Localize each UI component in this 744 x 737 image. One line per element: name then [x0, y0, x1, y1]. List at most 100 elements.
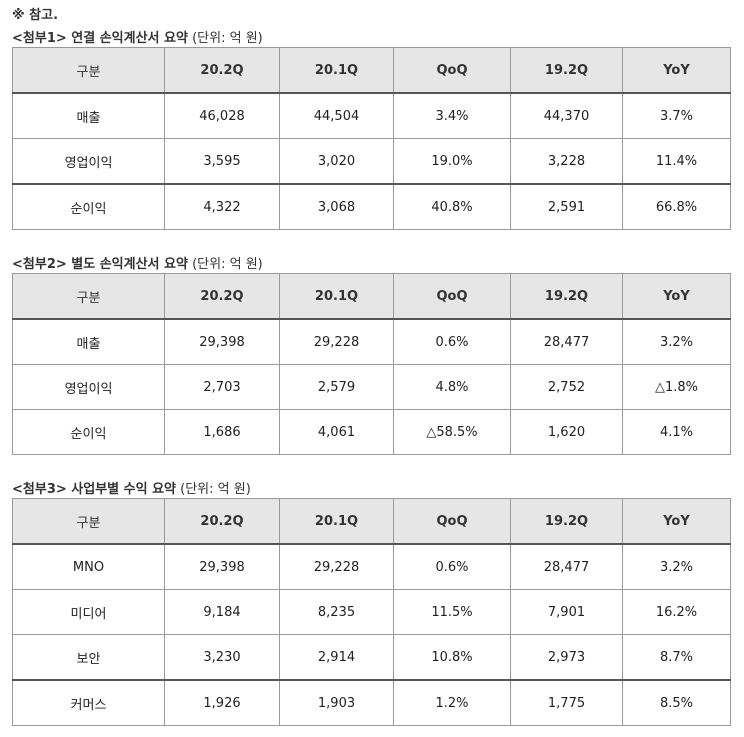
table-row: MNO 29,398 29,228 0.6% 28,477 3.2% [12, 543, 731, 590]
row-label: 보안 [12, 634, 165, 681]
table2-unit: (단위: 억 원) [187, 257, 263, 272]
cell: 2,703 [164, 364, 280, 410]
cell: 1,903 [279, 679, 394, 726]
table-row: 영업이익 3,595 3,020 19.0% 3,228 11.4% [12, 138, 731, 185]
table-header-row: 구분 20.2Q 20.1Q QoQ 19.2Q YoY [12, 47, 731, 94]
cell: △58.5% [393, 409, 511, 455]
cell: 4.1% [622, 409, 731, 455]
table2-caption: <첨부2> 별도 손익계산서 요약 (단위: 억 원) [12, 253, 263, 272]
header-19-2q: 19.2Q [510, 273, 623, 320]
cell: 16.2% [622, 589, 731, 635]
cell: 29,398 [164, 318, 280, 365]
cell: 8,235 [279, 589, 394, 635]
cell: 8.7% [622, 634, 731, 681]
cell: 28,477 [510, 543, 623, 590]
cell: 29,228 [279, 318, 394, 365]
cell: 4,061 [279, 409, 394, 455]
cell: 1,686 [164, 409, 280, 455]
cell: 66.8% [622, 183, 731, 230]
cell: 1,926 [164, 679, 280, 726]
row-label: 영업이익 [12, 364, 165, 410]
cell: 8.5% [622, 679, 731, 726]
cell: 19.0% [393, 138, 511, 185]
row-label: 순이익 [12, 409, 165, 455]
header-20-1q: 20.1Q [279, 498, 394, 545]
table-row: 미디어 9,184 8,235 11.5% 7,901 16.2% [12, 589, 731, 635]
row-label: 커머스 [12, 679, 165, 726]
cell: 3.4% [393, 92, 511, 139]
header-yoy: YoY [622, 273, 731, 320]
cell: 3,228 [510, 138, 623, 185]
table-header-row: 구분 20.2Q 20.1Q QoQ 19.2Q YoY [12, 273, 731, 320]
table2-title: <첨부2> 별도 손익계산서 요약 [12, 257, 188, 272]
consolidated-income-table: 구분 20.2Q 20.1Q QoQ 19.2Q YoY 매출 46,028 4… [12, 47, 731, 230]
cell: 3,595 [164, 138, 280, 185]
header-category: 구분 [12, 47, 165, 94]
table3-unit: (단위: 억 원) [176, 482, 251, 497]
cell: 0.6% [393, 318, 511, 365]
cell: 10.8% [393, 634, 511, 681]
cell: 3.7% [622, 92, 731, 139]
reference-note: ※ 참고. [12, 8, 59, 23]
table3-title: <첨부3> 사업부별 수익 요약 [12, 482, 177, 497]
cell: 11.4% [622, 138, 731, 185]
table-row: 커머스 1,926 1,903 1.2% 1,775 8.5% [12, 679, 731, 726]
header-20-1q: 20.1Q [279, 273, 394, 320]
cell: 1.2% [393, 679, 511, 726]
table-row: 보안 3,230 2,914 10.8% 2,973 8.7% [12, 634, 731, 681]
cell: 11.5% [393, 589, 511, 635]
header-20-1q: 20.1Q [279, 47, 394, 94]
table3-caption: <첨부3> 사업부별 수익 요약 (단위: 억 원) [12, 478, 251, 497]
header-qoq: QoQ [393, 273, 511, 320]
cell: 1,620 [510, 409, 623, 455]
cell: 3,020 [279, 138, 394, 185]
cell: 3,230 [164, 634, 280, 681]
header-category: 구분 [12, 498, 165, 545]
header-yoy: YoY [622, 47, 731, 94]
cell: 2,914 [279, 634, 394, 681]
cell: 3.2% [622, 543, 731, 590]
cell: 2,973 [510, 634, 623, 681]
row-label: 매출 [12, 318, 165, 365]
header-category: 구분 [12, 273, 165, 320]
cell: 28,477 [510, 318, 623, 365]
header-20-2q: 20.2Q [164, 47, 280, 94]
cell: 3,068 [279, 183, 394, 230]
cell: 2,591 [510, 183, 623, 230]
header-20-2q: 20.2Q [164, 273, 280, 320]
header-yoy: YoY [622, 498, 731, 545]
cell: 29,398 [164, 543, 280, 590]
table-row: 순이익 1,686 4,061 △58.5% 1,620 4.1% [12, 409, 731, 455]
row-label: 매출 [12, 92, 165, 139]
separate-income-table: 구분 20.2Q 20.1Q QoQ 19.2Q YoY 매출 29,398 2… [12, 273, 731, 455]
cell: 2,579 [279, 364, 394, 410]
header-19-2q: 19.2Q [510, 47, 623, 94]
table1-caption: <첨부1> 연결 손익계산서 요약 (단위: 억 원) [12, 27, 263, 46]
table-row: 매출 46,028 44,504 3.4% 44,370 3.7% [12, 92, 731, 139]
table1-unit: (단위: 억 원) [187, 31, 263, 46]
cell: 46,028 [164, 92, 280, 139]
cell: 40.8% [393, 183, 511, 230]
cell: △1.8% [622, 364, 731, 410]
header-20-2q: 20.2Q [164, 498, 280, 545]
row-label: 영업이익 [12, 138, 165, 185]
header-qoq: QoQ [393, 498, 511, 545]
cell: 9,184 [164, 589, 280, 635]
table-row: 매출 29,398 29,228 0.6% 28,477 3.2% [12, 318, 731, 365]
header-19-2q: 19.2Q [510, 498, 623, 545]
row-label: 미디어 [12, 589, 165, 635]
table-row: 순이익 4,322 3,068 40.8% 2,591 66.8% [12, 183, 731, 230]
row-label: MNO [12, 543, 165, 590]
row-label: 순이익 [12, 183, 165, 230]
cell: 2,752 [510, 364, 623, 410]
cell: 1,775 [510, 679, 623, 726]
cell: 7,901 [510, 589, 623, 635]
cell: 3.2% [622, 318, 731, 365]
cell: 4,322 [164, 183, 280, 230]
cell: 0.6% [393, 543, 511, 590]
table-header-row: 구분 20.2Q 20.1Q QoQ 19.2Q YoY [12, 498, 731, 545]
cell: 29,228 [279, 543, 394, 590]
cell: 44,370 [510, 92, 623, 139]
business-revenue-table: 구분 20.2Q 20.1Q QoQ 19.2Q YoY MNO 29,398 … [12, 498, 731, 726]
table-row: 영업이익 2,703 2,579 4.8% 2,752 △1.8% [12, 364, 731, 410]
